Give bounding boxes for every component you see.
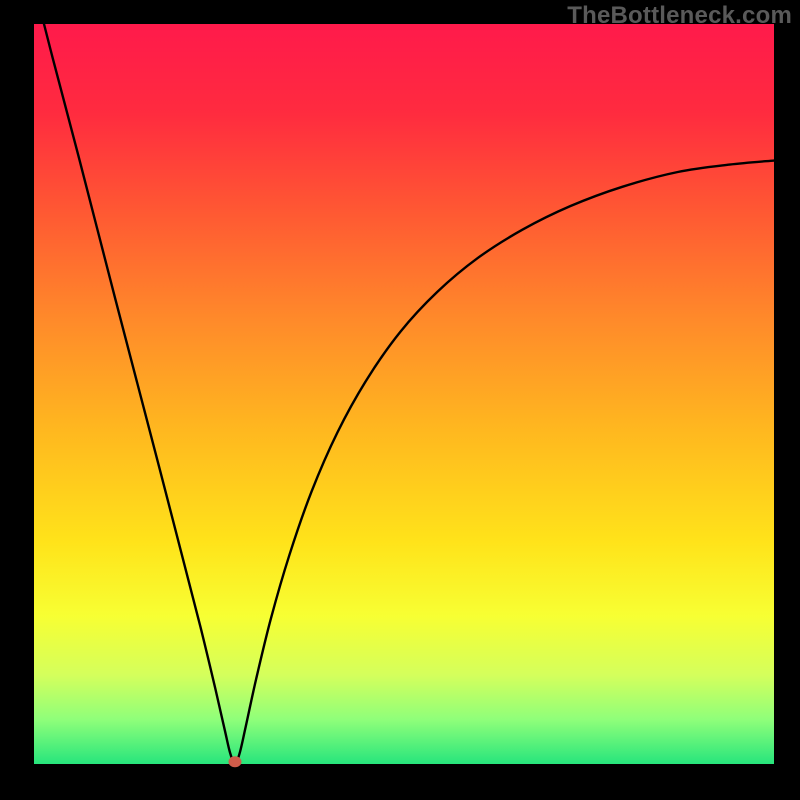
optimum-marker: [228, 756, 241, 767]
bottleneck-chart: [0, 0, 800, 800]
watermark-text: TheBottleneck.com: [567, 2, 792, 30]
chart-background: [34, 24, 774, 764]
chart-frame: TheBottleneck.com: [0, 0, 800, 800]
